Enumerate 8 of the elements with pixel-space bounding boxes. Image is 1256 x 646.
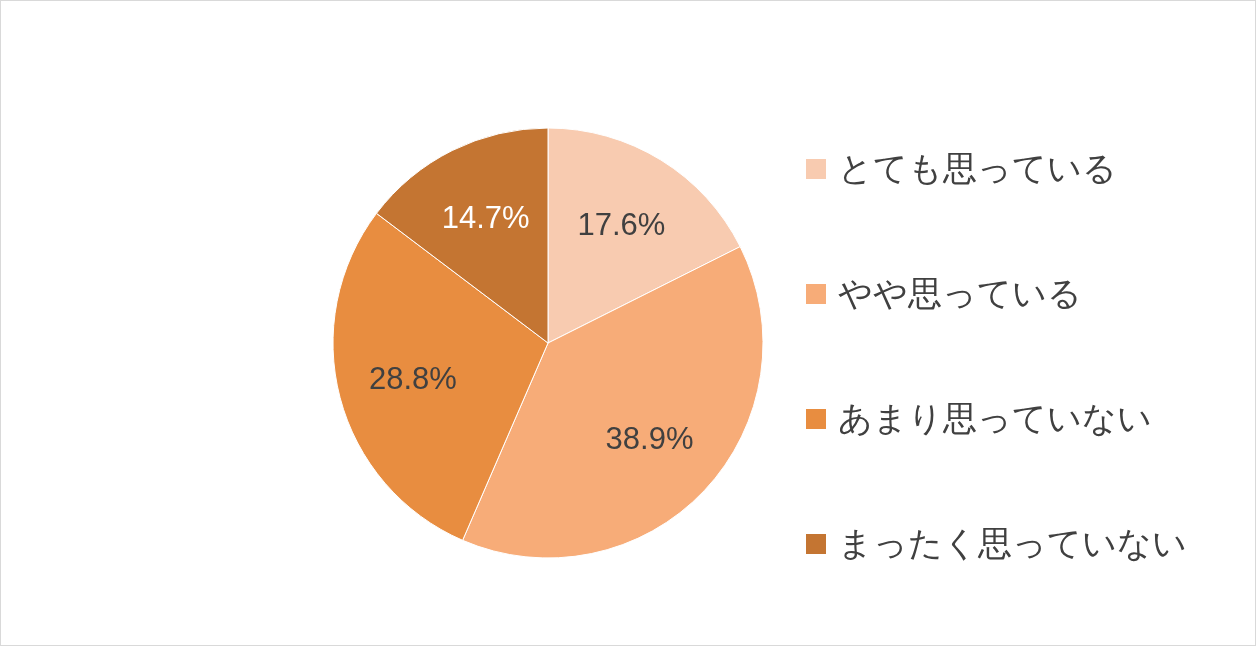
legend-label: あまり思っていない xyxy=(838,396,1152,440)
legend-label: とても思っている xyxy=(838,146,1117,190)
data-label: 28.8% xyxy=(368,361,457,397)
legend-label: やや思っている xyxy=(838,271,1082,315)
data-label: 17.6% xyxy=(577,206,666,242)
legend-label: まったく思っていない xyxy=(838,521,1187,565)
data-label: 38.9% xyxy=(605,421,694,457)
data-label: 14.7% xyxy=(441,200,530,236)
